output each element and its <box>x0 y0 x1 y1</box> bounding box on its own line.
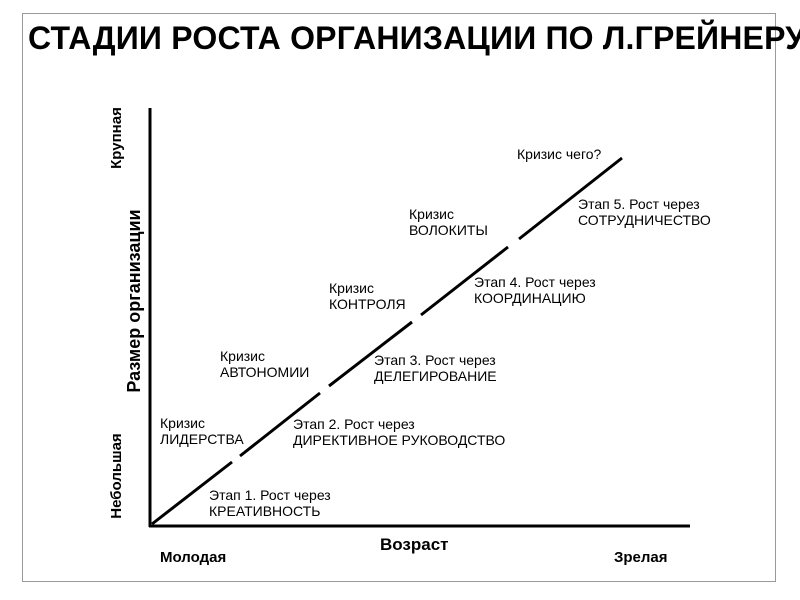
diagram-title: СТАДИИ РОСТА ОРГАНИЗАЦИИ ПО Л.ГРЕЙНЕРУ <box>28 20 800 56</box>
stage-label-2: Этап 2. Рост через ДИРЕКТИВНОЕ РУКОВОДСТВ… <box>293 416 506 448</box>
growth-segment-5 <box>518 156 623 241</box>
stage-label-3: Этап 3. Рост через ДЕЛЕГИРОВАНИЕ <box>374 352 497 384</box>
y-axis-start-label: Небольшая <box>108 433 125 519</box>
diagram-frame <box>22 13 776 582</box>
growth-segment-3 <box>328 320 413 388</box>
crisis-label-4: Кризис ВОЛОКИТЫ <box>409 206 488 238</box>
growth-segment-1 <box>151 460 233 526</box>
stage-label-4: Этап 4. Рост через КООРДИНАЦИЮ <box>474 274 596 306</box>
stage-label-5: Этап 5. Рост через СОТРУДНИЧЕСТВО <box>578 196 711 228</box>
crisis-label-5: Кризис чего? <box>517 146 602 162</box>
x-axis-title: Возраст <box>380 535 449 554</box>
crisis-label-2: Кризис АВТОНОМИИ <box>220 348 310 380</box>
growth-segment-4 <box>420 245 509 317</box>
stage-label-1: Этап 1. Рост через КРЕАТИВНОСТЬ <box>209 487 331 519</box>
crisis-label-3: Кризис КОНТРОЛЯ <box>329 280 406 312</box>
growth-segment-2 <box>239 391 321 458</box>
x-axis-end-label: Зрелая <box>614 549 668 566</box>
x-axis-start-label: Молодая <box>160 549 227 566</box>
crisis-label-1: Кризис ЛИДЕРСТВА <box>160 415 244 447</box>
y-axis-title: Размер организации <box>124 209 144 393</box>
y-axis-end-label: Крупная <box>108 107 125 169</box>
